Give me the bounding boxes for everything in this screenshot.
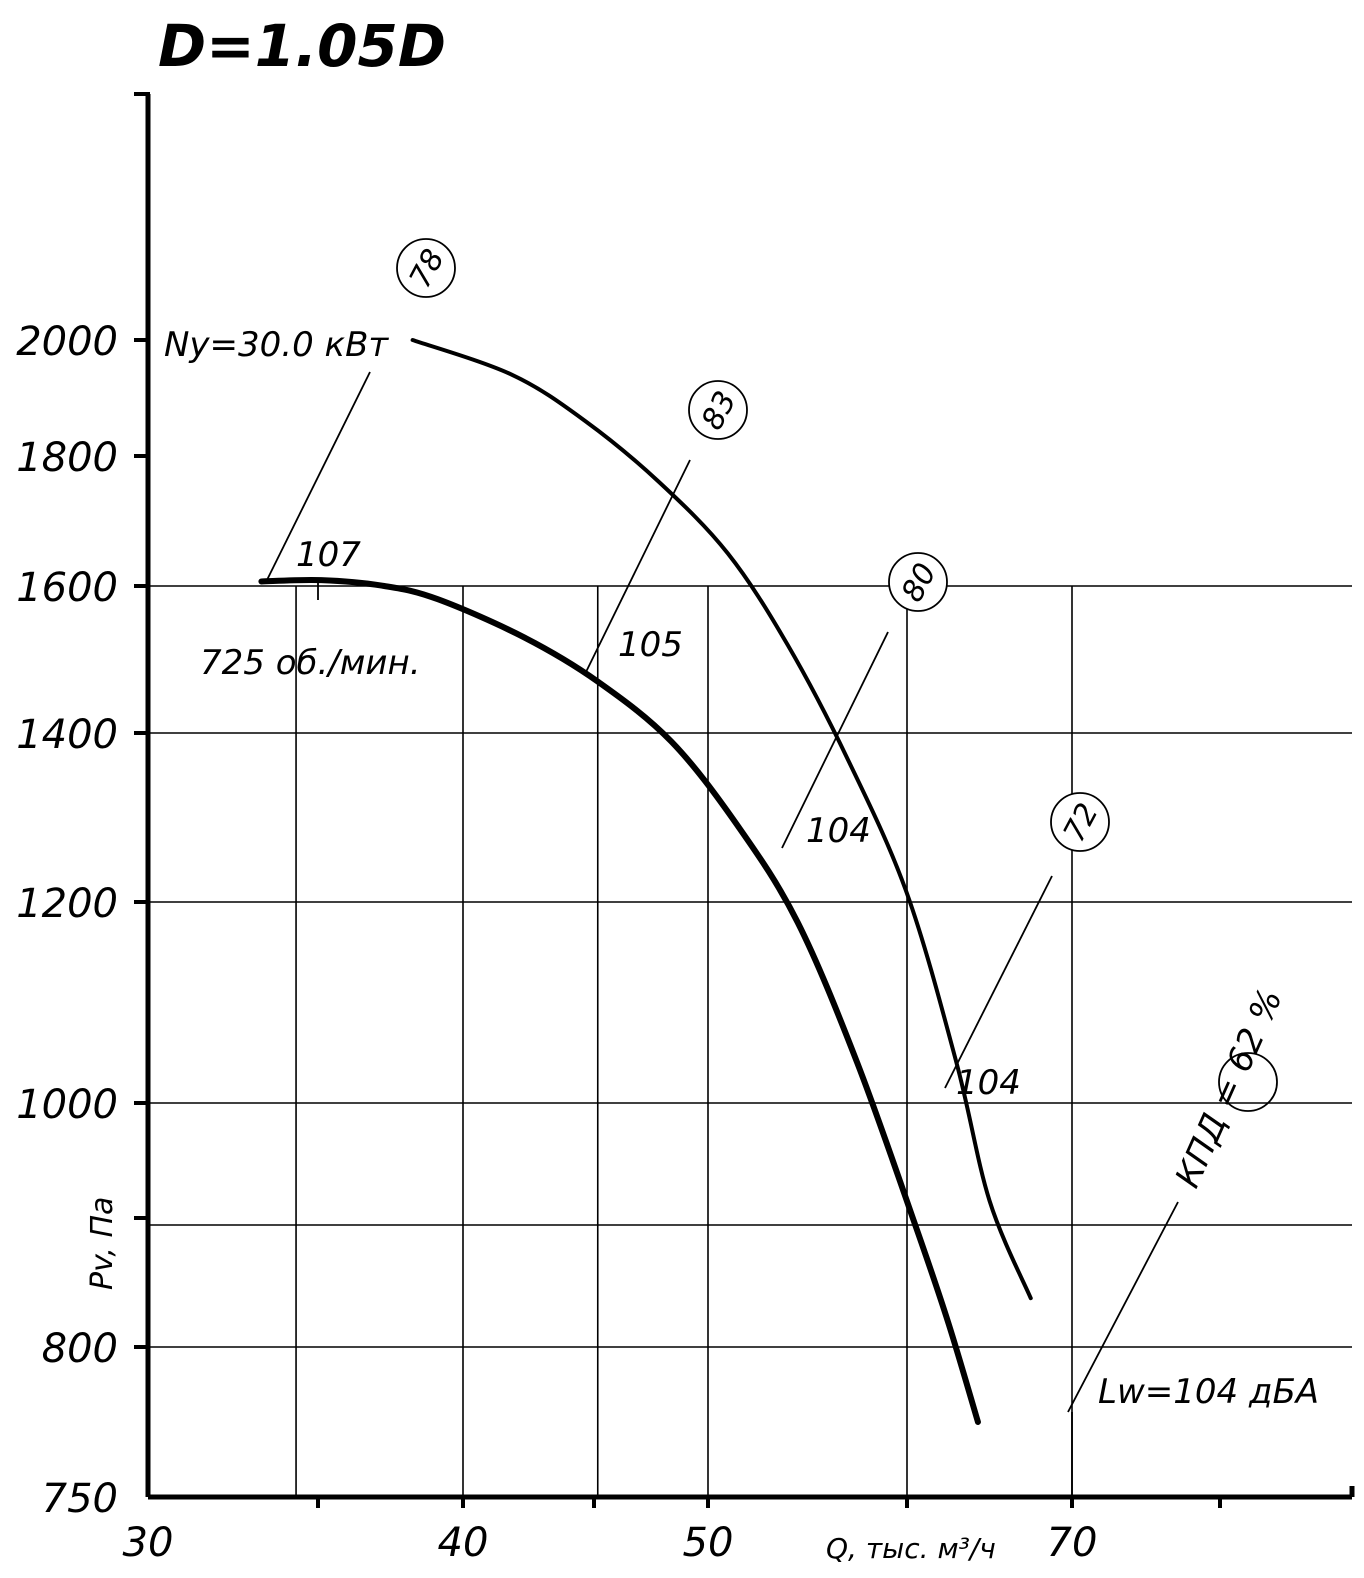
y-tick-label: 1200: [16, 881, 118, 927]
leader-line: [944, 875, 1053, 1089]
noise-annotation: Lw=104 дБА: [1098, 1372, 1319, 1412]
noise-label: 104: [806, 811, 871, 851]
noise-label: 104: [956, 1063, 1021, 1103]
speed-annotation: 725 об./мин.: [200, 643, 421, 683]
x-tick-label: 30: [123, 1520, 174, 1566]
plot-frame: [134, 92, 1355, 1508]
efficiency-circle: [396, 238, 456, 298]
leader-line: [1067, 1201, 1179, 1413]
pressure-curve: [258, 576, 981, 1425]
efficiency-circle: [688, 380, 748, 440]
y-axis-label: Pv, Па: [85, 1197, 120, 1290]
grid-lines: [148, 585, 1352, 1497]
noise-label: 105: [618, 625, 683, 665]
chart-title: D=1.05D: [158, 12, 446, 80]
y-tick-label: 1600: [16, 565, 118, 611]
x-axis-tick-labels: 30 40 50 70: [123, 1520, 1098, 1566]
y-axis-tick-labels: 750 800 1000 1200 1400 1600 1800 2000: [16, 319, 118, 1522]
y-tick-label: 2000: [16, 319, 118, 365]
y-tick-label: 1800: [16, 435, 118, 481]
curves: [258, 338, 1033, 1425]
y-tick-label: 800: [42, 1326, 118, 1372]
efficiency-circle: [888, 552, 948, 612]
leader-line: [265, 371, 371, 583]
leader-line: [585, 459, 691, 673]
leader-lines: [265, 371, 1179, 1495]
y-tick-label: 1000: [16, 1082, 118, 1128]
efficiency-circle: [1218, 1052, 1278, 1112]
y-tick-label: 750: [42, 1476, 118, 1522]
efficiency-curve: [410, 338, 1033, 1301]
y-tick-label: 1400: [16, 712, 118, 758]
efficiency-circle: [1050, 792, 1110, 852]
leader-line: [781, 631, 889, 849]
x-axis-label: Q, тыс. м³/ч: [826, 1532, 996, 1565]
x-tick-label: 40: [438, 1520, 489, 1566]
x-tick-label: 50: [683, 1520, 734, 1566]
x-tick-label: 70: [1047, 1520, 1098, 1566]
power-annotation: Ny=30.0 кВт: [164, 325, 389, 365]
noise-label: 107: [296, 535, 361, 575]
